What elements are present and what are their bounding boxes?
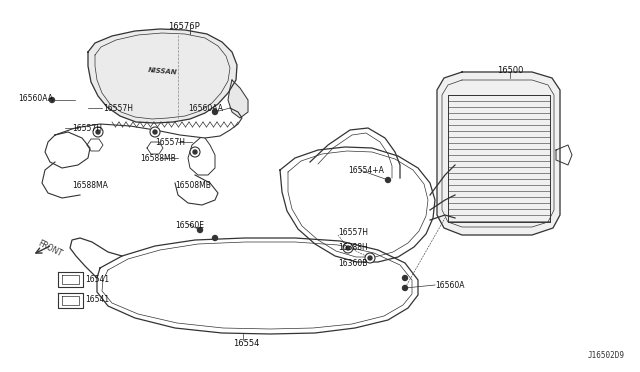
Text: 16554+A: 16554+A [348, 166, 384, 174]
Text: 16557H: 16557H [103, 103, 133, 112]
Text: 16576P: 16576P [168, 22, 200, 31]
Circle shape [403, 285, 408, 291]
Text: 16588MB: 16588MB [140, 154, 176, 163]
Circle shape [190, 147, 200, 157]
Circle shape [96, 130, 100, 134]
Circle shape [212, 235, 218, 241]
Text: 16557H: 16557H [155, 138, 185, 147]
Circle shape [93, 127, 103, 137]
Circle shape [150, 127, 160, 137]
Circle shape [385, 177, 390, 183]
Circle shape [365, 253, 375, 263]
Circle shape [198, 228, 202, 232]
Polygon shape [88, 29, 237, 123]
Text: 16554: 16554 [233, 340, 259, 349]
Text: 16557H: 16557H [72, 124, 102, 132]
Text: NISSAN: NISSAN [148, 67, 178, 76]
Text: 16508MB: 16508MB [175, 180, 211, 189]
Circle shape [346, 246, 350, 250]
Text: 16360B: 16360B [338, 259, 367, 267]
Circle shape [403, 276, 408, 280]
Text: 16560E: 16560E [175, 221, 204, 230]
Text: FRONT: FRONT [36, 239, 63, 259]
Text: 16541: 16541 [85, 295, 109, 305]
Text: 16588MA: 16588MA [72, 180, 108, 189]
Circle shape [212, 109, 218, 115]
Text: 16560AA: 16560AA [18, 93, 53, 103]
Circle shape [153, 130, 157, 134]
Polygon shape [437, 72, 560, 235]
Circle shape [193, 150, 197, 154]
Circle shape [368, 256, 372, 260]
Text: 16560A: 16560A [435, 280, 465, 289]
Text: J16502D9: J16502D9 [588, 351, 625, 360]
Text: 16557H: 16557H [338, 228, 368, 237]
Polygon shape [228, 80, 248, 118]
Circle shape [343, 243, 353, 253]
Text: 16560AA: 16560AA [188, 103, 223, 112]
Text: 16388H: 16388H [338, 244, 368, 253]
Circle shape [49, 97, 54, 103]
Text: 16500: 16500 [497, 65, 524, 74]
Text: 16541: 16541 [85, 276, 109, 285]
